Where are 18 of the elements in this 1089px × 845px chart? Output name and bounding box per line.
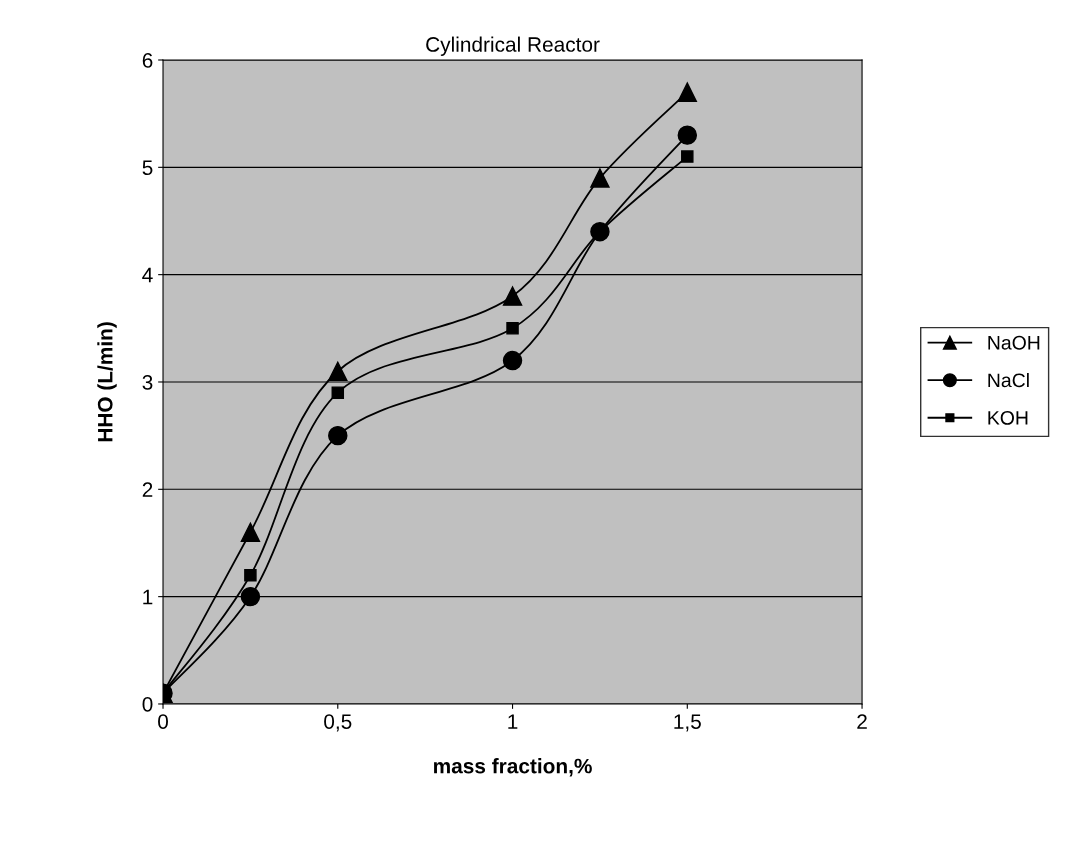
x-tick-label: 0,5 xyxy=(324,714,352,732)
y-tick-label: 0 xyxy=(142,696,153,712)
y-tick-label: 6 xyxy=(142,53,153,68)
x-axis-title: mass fraction,% xyxy=(434,758,592,777)
legend-label: NaOH xyxy=(988,335,1040,350)
y-tick-label: 4 xyxy=(142,267,153,283)
legend-label: NaCl xyxy=(988,372,1029,388)
legend-label: KOH xyxy=(988,411,1028,425)
x-tick-label: 2 xyxy=(857,714,867,729)
x-tick-label: 0 xyxy=(158,714,168,729)
x-tick-label: 1 xyxy=(508,714,518,729)
y-tick-label: 5 xyxy=(142,160,153,176)
y-tick-label: 2 xyxy=(142,482,153,497)
y-axis-title: HHO (L/min) xyxy=(97,322,117,442)
y-tick-label: 3 xyxy=(142,374,153,390)
x-tick-label: 1,5 xyxy=(674,714,701,732)
y-tick-label: 1 xyxy=(143,589,153,605)
chart-title: Cylindrical Reactor xyxy=(426,36,600,56)
